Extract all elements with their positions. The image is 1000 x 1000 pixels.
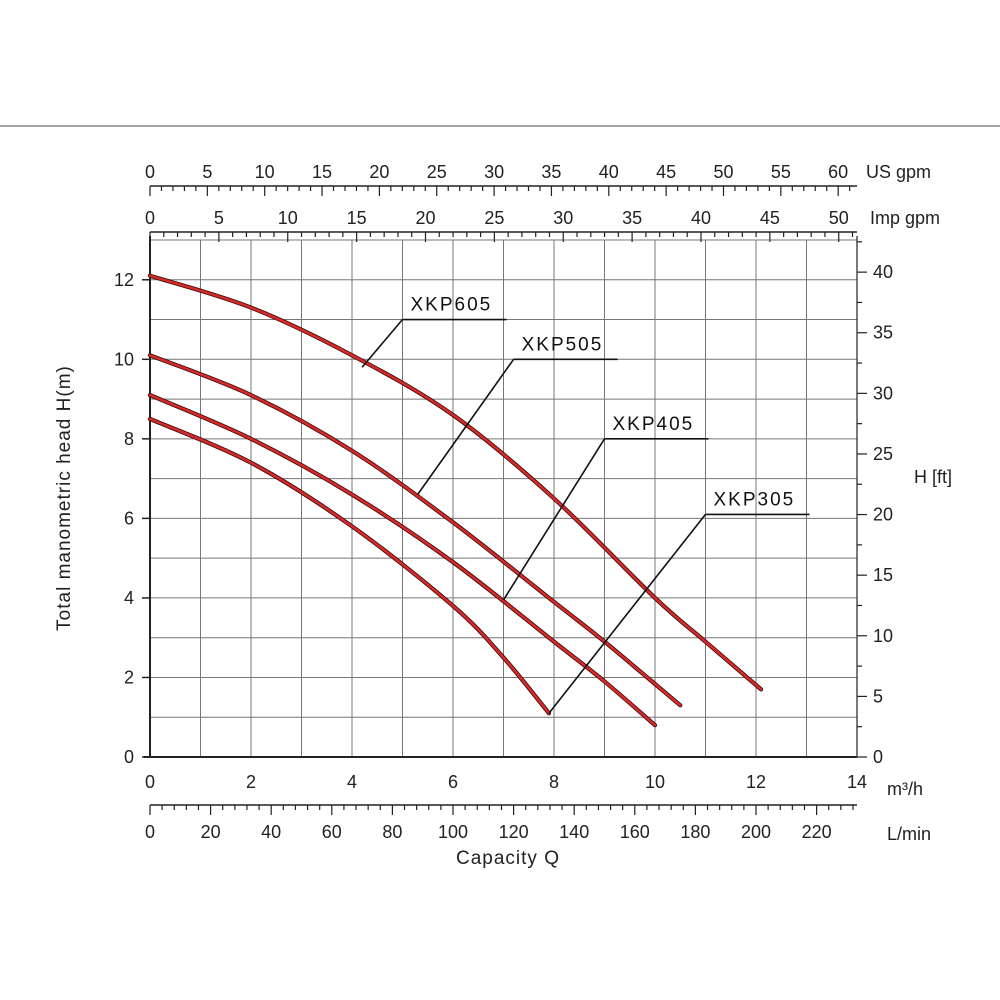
us-gpm-axis-tick-label: 25 (427, 162, 447, 182)
y-tick-label: 10 (114, 349, 134, 369)
lmin-axis-unit: L/min (887, 824, 931, 844)
us-gpm-axis-tick-label: 40 (599, 162, 619, 182)
y2-tick-label: 30 (873, 383, 893, 403)
imp-gpm-axis-tick-label: 15 (347, 208, 367, 228)
curve-xkp305 (148, 417, 551, 715)
imp-gpm-axis-tick-label: 40 (691, 208, 711, 228)
imp-gpm-axis-tick-label: 35 (622, 208, 642, 228)
series-label-xkp305: XKP305 (714, 489, 796, 510)
us-gpm-axis-tick-label: 45 (656, 162, 676, 182)
lmin-axis-tick-label: 140 (559, 822, 589, 842)
imp-gpm-axis-unit: Imp gpm (870, 208, 940, 228)
y2-tick-label: 0 (873, 747, 883, 767)
imp-gpm-axis-tick-label: 20 (415, 208, 435, 228)
x-axis-title: Capacity Q (456, 848, 560, 869)
lmin-axis-tick-label: 80 (382, 822, 402, 842)
y2-tick-label: 15 (873, 565, 893, 585)
us-gpm-axis-tick-label: 10 (255, 162, 275, 182)
y2-tick-label: 10 (873, 626, 893, 646)
us-gpm-axis-tick-label: 15 (312, 162, 332, 182)
series-label-xkp605: XKP605 (411, 295, 493, 316)
lmin-axis-tick-label: 160 (620, 822, 650, 842)
leader-line-xkp505 (416, 358, 515, 495)
us-gpm-axis-tick-label: 60 (828, 162, 848, 182)
x-unit-label: m³/h (887, 779, 923, 799)
curve-outline-xkp305 (147, 416, 552, 716)
curve-xkp505 (148, 354, 682, 707)
series-label-xkp505: XKP505 (522, 334, 604, 355)
leader-line-xkp405 (502, 438, 606, 601)
imp-gpm-axis-tick-label: 5 (214, 208, 224, 228)
x-tick-label: 6 (448, 772, 458, 792)
y-axis-title: Total manometric head H(m) (54, 365, 75, 631)
series-label-xkp405: XKP405 (613, 414, 695, 435)
curve-outline-xkp505 (147, 353, 683, 708)
x-tick-label: 0 (145, 772, 155, 792)
imp-gpm-axis-tick-label: 0 (145, 208, 155, 228)
lmin-axis-tick-label: 120 (499, 822, 529, 842)
x-tick-label: 2 (246, 772, 256, 792)
curve-xkp605 (148, 274, 763, 691)
y-tick-label: 12 (114, 270, 134, 290)
imp-gpm-axis-tick-label: 50 (829, 208, 849, 228)
x-tick-label: 12 (746, 772, 766, 792)
imp-gpm-axis-tick-label: 25 (484, 208, 504, 228)
x-tick-label: 14 (847, 772, 867, 792)
us-gpm-axis-tick-label: 5 (202, 162, 212, 182)
us-gpm-axis-tick-label: 35 (541, 162, 561, 182)
us-gpm-axis-tick-label: 20 (369, 162, 389, 182)
x-tick-label: 8 (549, 772, 559, 792)
imp-gpm-axis-tick-label: 30 (553, 208, 573, 228)
y-tick-label: 0 (124, 747, 134, 767)
curve-outline-xkp605 (147, 273, 764, 692)
lmin-axis-tick-label: 220 (802, 822, 832, 842)
us-gpm-axis-unit: US gpm (866, 162, 931, 182)
y2-tick-label: 40 (873, 262, 893, 282)
lmin-axis-tick-label: 200 (741, 822, 771, 842)
y2-tick-label: 35 (873, 323, 893, 343)
x-tick-label: 10 (645, 772, 665, 792)
us-gpm-axis-tick-label: 0 (145, 162, 155, 182)
lmin-axis-tick-label: 60 (322, 822, 342, 842)
us-gpm-axis-tick-label: 50 (713, 162, 733, 182)
y2-tick-label: 20 (873, 505, 893, 525)
series-group (147, 273, 764, 728)
y-tick-label: 2 (124, 667, 134, 687)
y-tick-label: 6 (124, 508, 134, 528)
labels-group: XKP605 XKP505 XKP405 XKP305 (361, 295, 810, 714)
us-gpm-axis-tick-label: 55 (771, 162, 791, 182)
y2-tick-label: 5 (873, 686, 883, 706)
y2-axis-title: H [ft] (914, 467, 952, 487)
lmin-axis-tick-label: 180 (680, 822, 710, 842)
y-tick-label: 4 (124, 588, 134, 608)
y-tick-label: 8 (124, 429, 134, 449)
grid (149, 239, 858, 758)
lmin-axis-tick-label: 100 (438, 822, 468, 842)
x-tick-label: 4 (347, 772, 357, 792)
lmin-axis-tick-label: 0 (145, 822, 155, 842)
leader-line-xkp305 (548, 513, 707, 714)
us-gpm-axis-tick-label: 30 (484, 162, 504, 182)
lmin-axis-tick-label: 40 (261, 822, 281, 842)
lmin-axis-tick-label: 20 (201, 822, 221, 842)
imp-gpm-axis-tick-label: 45 (760, 208, 780, 228)
leader-line-xkp605 (361, 319, 404, 368)
y2-tick-label: 25 (873, 444, 893, 464)
curve-xkp405 (148, 393, 657, 727)
imp-gpm-axis-tick-label: 10 (278, 208, 298, 228)
